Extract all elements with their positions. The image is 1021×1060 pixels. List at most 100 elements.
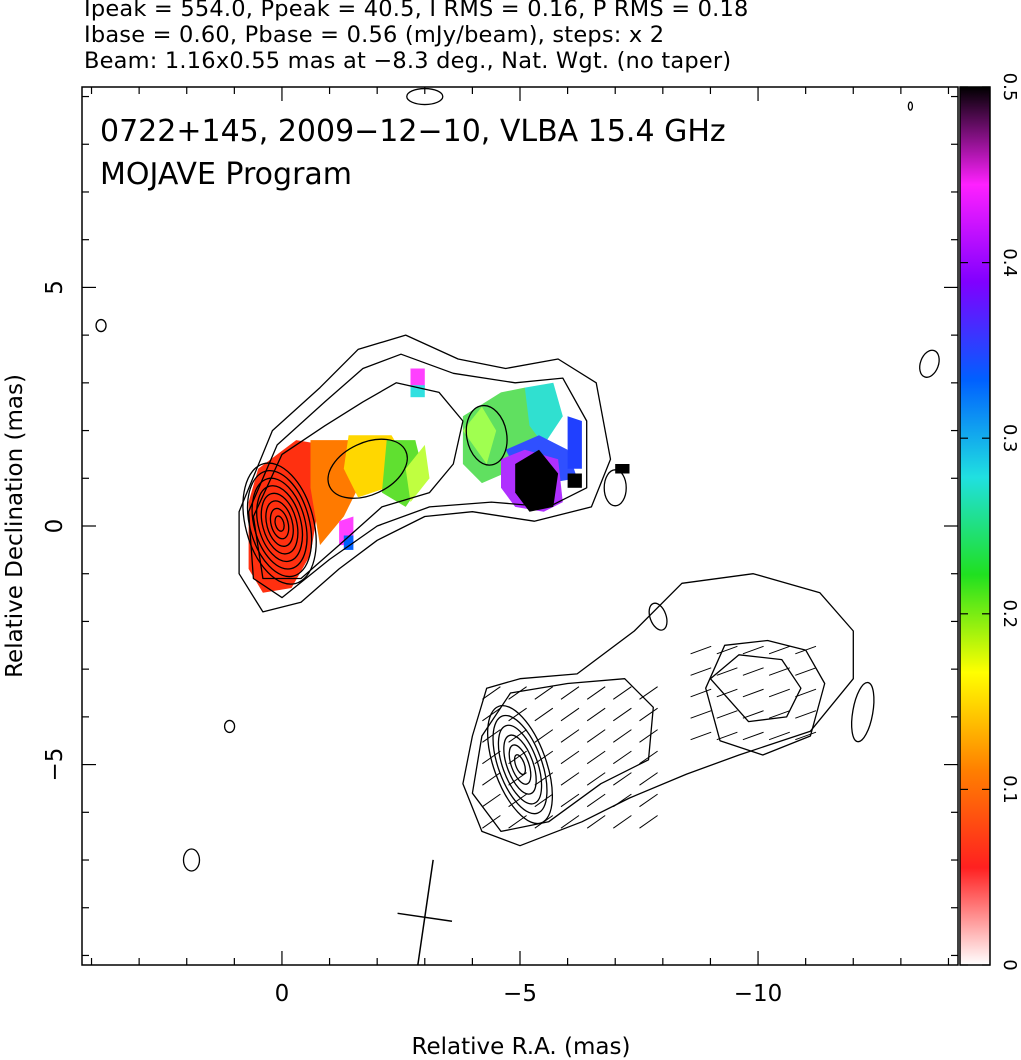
polarization-vector (508, 815, 527, 829)
contour-knot-upper (465, 404, 508, 466)
polarization-vector (639, 793, 658, 808)
contour-core (246, 469, 313, 578)
contour-blob (182, 848, 201, 872)
polarization-patch (515, 449, 559, 512)
polarization-vector (716, 688, 738, 698)
contour-blob (223, 719, 236, 734)
contour-core (260, 492, 299, 555)
colorbar (959, 86, 991, 966)
contour-blob (850, 681, 875, 743)
polarization-vector (560, 707, 580, 722)
y-tick-label: −5 (42, 748, 68, 782)
polarization-vector (742, 688, 764, 698)
polarization-vector (508, 686, 527, 700)
polarization-vector (613, 707, 632, 722)
polarization-vector (482, 686, 501, 700)
polarization-vector (690, 731, 712, 741)
contour-core (242, 462, 317, 585)
colorbar-tick-label: 0.4 (999, 248, 1020, 277)
polarization-patch (567, 416, 582, 469)
polarization-vector (690, 645, 712, 655)
polarization-vector (795, 667, 817, 676)
polarization-vector (613, 750, 632, 765)
contour-blob (919, 349, 940, 378)
contour-core (251, 477, 308, 570)
polarization-vector (639, 686, 658, 700)
beam-minor-axis (397, 912, 453, 922)
contour-blob (603, 469, 627, 507)
contour-upper-mid (247, 353, 588, 599)
contour-blob (907, 101, 914, 111)
header-line-3: Beam: 1.16x0.55 mas at −8.3 deg., Nat. W… (84, 48, 732, 74)
contour-lower-knot-inner (709, 654, 802, 723)
polarization-vector (482, 750, 501, 765)
map-layer (95, 87, 940, 965)
polarization-vector (613, 793, 632, 808)
polarization-vector (508, 729, 527, 743)
colorbar-tick-label: 0.2 (999, 599, 1020, 628)
polarization-vector (482, 793, 501, 808)
polarization-vector (560, 815, 580, 829)
polarization-vector (534, 750, 554, 765)
polarization-vector (742, 667, 764, 676)
contour-upper-inner (252, 382, 464, 580)
polarization-vector (613, 772, 632, 786)
polarization-vector (586, 793, 606, 808)
polarization-patch (567, 473, 582, 488)
x-axis-title: Relative R.A. (mas) (412, 1034, 631, 1060)
polarization-vector (560, 686, 580, 700)
polarization-vector (613, 686, 632, 700)
polarization-vector (613, 815, 632, 829)
polarization-vector (534, 815, 554, 829)
polarization-vector (716, 667, 738, 676)
polarization-vector (534, 772, 554, 786)
contour-core (256, 485, 304, 563)
polarization-vector (795, 731, 817, 741)
header-line-1: Ipeak = 554.0, Ppeak = 40.5, I RMS = 0.1… (84, 0, 749, 22)
contour-lower-outer (462, 573, 854, 847)
header-line-2: Ibase = 0.60, Pbase = 0.56 (mJy/beam), s… (84, 22, 665, 48)
polarization-patch (410, 368, 425, 388)
polarization-vector (690, 667, 712, 676)
polarization-vector (508, 707, 527, 722)
polarization-vector (768, 731, 790, 741)
x-tick-label: −5 (503, 981, 537, 1007)
polarization-patch (524, 382, 563, 445)
polarization-vector (508, 750, 527, 765)
polarization-vector (742, 731, 764, 741)
polarization-patch (405, 444, 430, 503)
contour-core (269, 507, 290, 540)
polarization-vector (639, 815, 658, 829)
polarization-vector (482, 729, 501, 743)
polarization-vector (560, 793, 580, 808)
polarization-patch (615, 464, 630, 474)
y-tick-label: 0 (42, 519, 68, 534)
contour-lower-core (497, 724, 543, 805)
polarization-vector (639, 729, 658, 743)
polarization-vector (586, 815, 606, 829)
plot-title-line-2: MOJAVE Program (100, 157, 352, 192)
contour-blob (95, 318, 107, 333)
polarization-vector (560, 772, 580, 786)
tick-labels: 0 −5 −10 5 0 −5 (42, 280, 782, 1007)
polarization-vector (716, 710, 738, 719)
polarization-vector (639, 772, 658, 786)
contour-lower-core (503, 734, 537, 795)
polarization-vector (716, 645, 738, 655)
polarization-vector (768, 667, 790, 676)
x-tick-label: −10 (734, 981, 783, 1007)
contour-lower-core (508, 744, 532, 785)
plot-frame (81, 86, 959, 966)
contour-lower-knot (705, 639, 826, 756)
contour-core (274, 515, 285, 532)
polarization-patch (462, 406, 497, 464)
contour-lower-mid (471, 678, 654, 833)
polarization-vector (482, 815, 501, 829)
x-tick-label: 0 (275, 981, 290, 1007)
contour-inner-jet (327, 438, 408, 499)
polarization-vector (613, 729, 632, 743)
polarization-vector (768, 710, 790, 719)
polarization-vector (742, 710, 764, 719)
contour-lower-core (492, 714, 548, 815)
